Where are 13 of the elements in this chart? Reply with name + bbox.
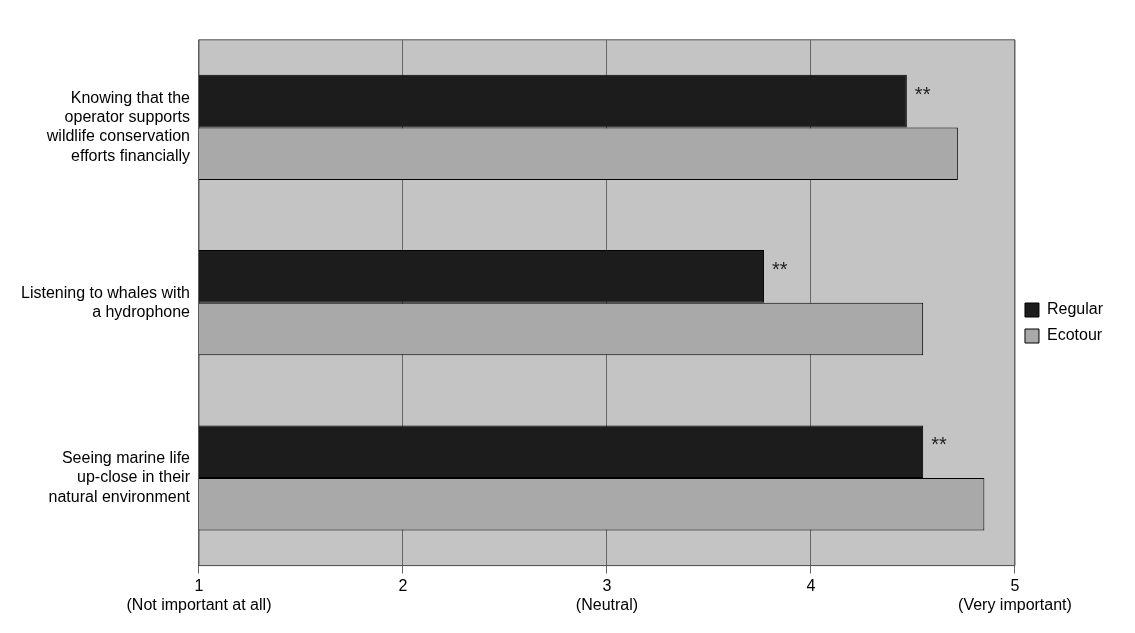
- x-tick-label: 4: [806, 576, 816, 594]
- x-tick-label: 1 (Not important at all): [126, 576, 272, 613]
- legend-label: Regular: [1046, 300, 1104, 318]
- y-tick-label: Seeing marine life up-close in their natural environment: [48, 449, 191, 505]
- y-tick-label: Listening to whales with a hydrophone: [21, 283, 191, 320]
- y-tick-label: Knowing that the operator supports wildlife conservation efforts financially: [45, 89, 191, 164]
- annotation: **: [772, 257, 788, 280]
- x-tick-label: 3 (Neutral): [575, 576, 639, 613]
- x-tick-label: 2: [398, 576, 408, 594]
- x-tick-label: 5 (Very important): [958, 576, 1072, 613]
- annotation: **: [914, 82, 931, 105]
- legend-label: Ecotour: [1046, 326, 1103, 344]
- annotation: **: [931, 433, 947, 456]
